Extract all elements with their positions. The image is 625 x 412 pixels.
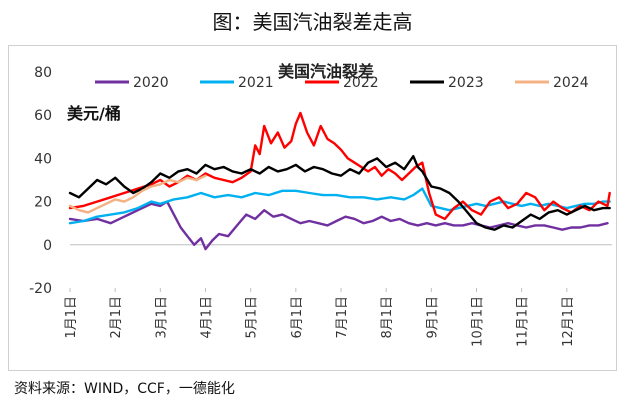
x-tick-label: 4月1日 bbox=[200, 296, 215, 339]
x-tick-label: 11月1日 bbox=[516, 296, 531, 347]
page-title: 图：美国汽油裂差走高 bbox=[212, 10, 413, 34]
x-tick-label: 12月1日 bbox=[561, 296, 576, 347]
chart-title: 美国汽油裂差 bbox=[278, 62, 374, 81]
y-tick-label: 80 bbox=[34, 65, 52, 81]
x-tick-label: 10月1日 bbox=[471, 296, 486, 347]
series-line-2023 bbox=[68, 154, 611, 231]
x-tick-label: 6月1日 bbox=[290, 296, 305, 339]
y-tick-label: 40 bbox=[34, 151, 52, 167]
legend-label-2022: 2022 bbox=[343, 75, 379, 91]
legend-label-2020: 2020 bbox=[133, 75, 169, 91]
series-line-2024 bbox=[68, 174, 207, 214]
x-tick-label: 8月1日 bbox=[380, 296, 395, 339]
legend-label-2024: 2024 bbox=[553, 75, 589, 91]
y-tick-label: -20 bbox=[29, 281, 52, 297]
legend-label-2023: 2023 bbox=[448, 75, 484, 91]
legend-label-2021: 2021 bbox=[238, 75, 274, 91]
series-line-2020 bbox=[68, 200, 609, 251]
x-tick-label: 5月1日 bbox=[245, 296, 260, 339]
y-tick-label: 20 bbox=[34, 195, 52, 211]
y-tick-label: 0 bbox=[43, 238, 52, 254]
chart-frame bbox=[8, 45, 617, 371]
source-note: 资料来源：WIND，CCF，一德能化 bbox=[14, 381, 235, 397]
y-axis-label: 美元/桶 bbox=[67, 104, 121, 123]
x-tick-label: 7月1日 bbox=[335, 296, 350, 339]
x-tick-label: 9月1日 bbox=[425, 296, 440, 339]
x-tick-label: 2月1日 bbox=[109, 296, 124, 339]
x-tick-label: 1月1日 bbox=[64, 296, 79, 339]
x-tick-label: 3月1日 bbox=[154, 296, 169, 339]
y-tick-label: 60 bbox=[34, 108, 52, 124]
series-line-2021 bbox=[68, 187, 611, 225]
